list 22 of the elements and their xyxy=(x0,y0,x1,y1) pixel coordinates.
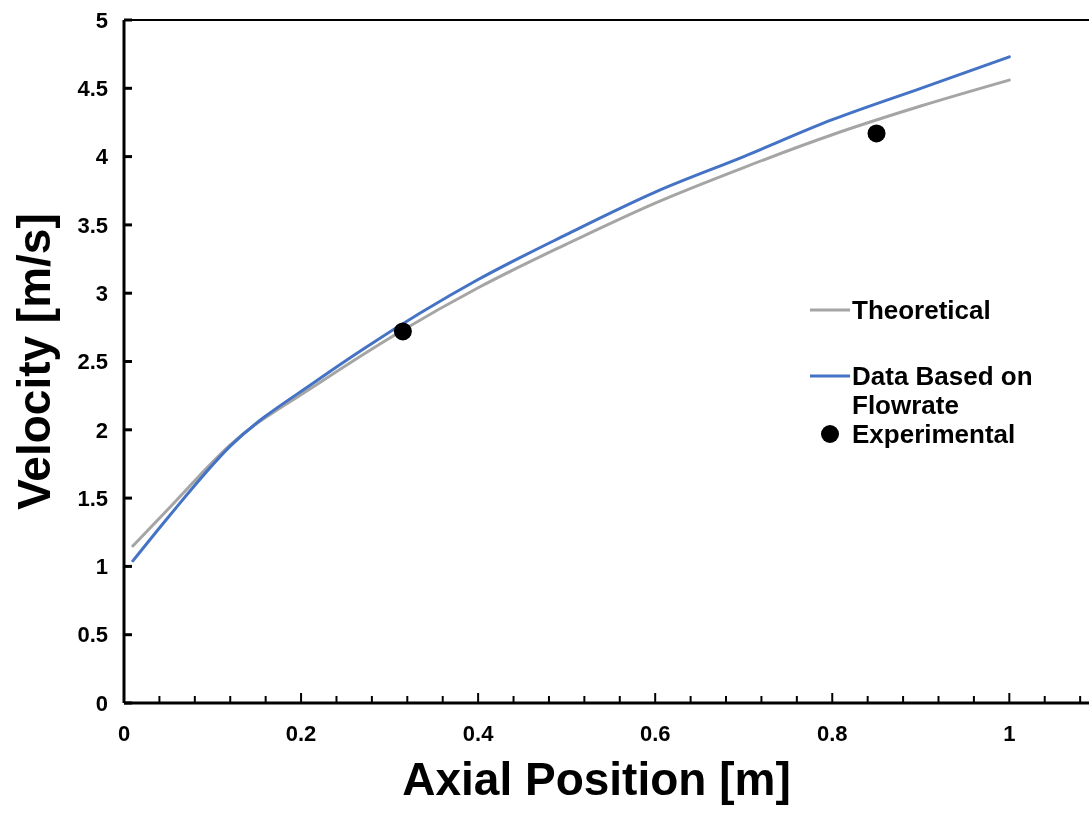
x-tick-label: 0.8 xyxy=(816,721,848,746)
x-tick-label: 1 xyxy=(1003,721,1016,746)
x-tick-label: 0.4 xyxy=(462,721,495,746)
y-tick-label: 5 xyxy=(95,7,108,33)
x-tick-label: 0.6 xyxy=(639,721,671,746)
y-axis-title: Velocity [m/s] xyxy=(8,213,60,510)
legend-label: Experimental xyxy=(852,419,1016,450)
x-axis-title: Axial Position [m] xyxy=(402,753,791,805)
y-tick-label: 2 xyxy=(95,417,108,443)
x-tick-label: 0 xyxy=(117,721,131,746)
y-tick-label: 0 xyxy=(95,690,108,716)
y-tick-label: 3.5 xyxy=(77,212,108,238)
x-tick-label: 0.2 xyxy=(285,721,317,746)
legend-label: Data Based on Flowrate xyxy=(852,361,1033,420)
y-tick-label: 1.5 xyxy=(77,485,108,511)
y-tick-label: 4 xyxy=(95,144,109,170)
y-tick-label: 2.5 xyxy=(77,349,108,375)
y-tick-label: 4.5 xyxy=(77,76,108,101)
y-tick-label: 3 xyxy=(95,280,108,306)
y-tick-label: 1 xyxy=(95,554,108,580)
legend-label: Theoretical xyxy=(852,295,991,326)
y-tick-label: 0.5 xyxy=(77,622,108,648)
